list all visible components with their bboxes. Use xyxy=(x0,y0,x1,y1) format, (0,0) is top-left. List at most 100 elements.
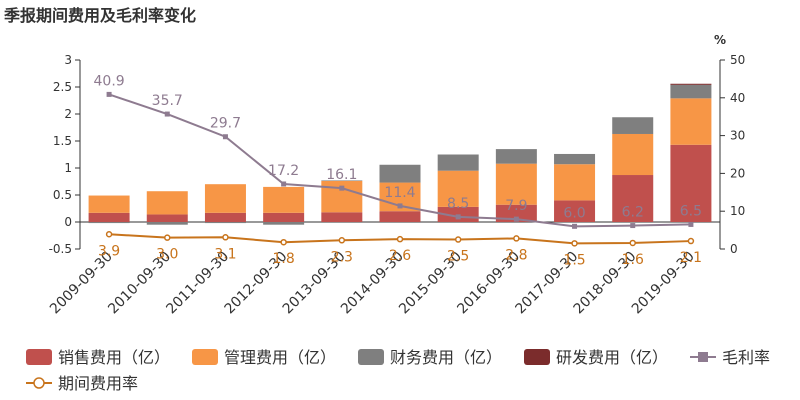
line-point xyxy=(629,239,636,247)
legend-marker xyxy=(698,352,708,362)
data-label: 40.9 xyxy=(94,73,125,89)
data-label: 16.1 xyxy=(326,167,357,183)
y-left-tick-label: 2.5 xyxy=(53,80,72,94)
bar-segment xyxy=(437,170,479,207)
y-left-tick-label: 2 xyxy=(64,107,72,121)
data-label: 2.6 xyxy=(389,248,411,264)
chart-title: 季报期间费用及毛利率变化 xyxy=(4,6,197,25)
data-label: 2.8 xyxy=(505,247,527,263)
data-label: 1.8 xyxy=(273,251,295,267)
y-right-unit-label: % xyxy=(714,33,726,47)
bar-segment xyxy=(495,204,537,222)
y-left-tick-label: 3 xyxy=(64,53,72,67)
data-label: 2.1 xyxy=(680,250,702,266)
y-left-tick-label: 1.5 xyxy=(53,134,72,148)
data-label: 2.3 xyxy=(331,249,353,265)
line-point xyxy=(397,203,403,209)
bar-segment xyxy=(612,117,654,134)
y-right-tick-label: 40 xyxy=(730,91,745,105)
y-left-tick-label: 0 xyxy=(64,215,72,229)
line-point xyxy=(338,237,346,244)
bar-segment xyxy=(670,144,712,222)
data-label: 3.9 xyxy=(98,243,120,259)
data-label: 2.5 xyxy=(447,249,469,265)
line-point xyxy=(688,221,694,227)
line-point xyxy=(455,214,461,220)
legend-label: 销售费用（亿） xyxy=(58,348,170,367)
y-right-tick-label: 20 xyxy=(730,166,745,180)
bar-segment xyxy=(263,186,305,213)
bar-segment xyxy=(612,175,654,222)
line-point xyxy=(222,234,229,241)
bar-segment xyxy=(88,212,130,222)
line-point xyxy=(513,216,519,222)
data-label: 1.5 xyxy=(563,252,585,268)
bar-segment xyxy=(146,222,188,225)
bar-segment xyxy=(437,154,479,171)
data-label: 7.9 xyxy=(505,198,527,214)
data-label: 6.2 xyxy=(622,205,644,221)
bar-segment xyxy=(495,163,537,205)
line-point xyxy=(630,223,636,229)
data-label: 6.5 xyxy=(680,203,702,219)
bar-segment xyxy=(204,212,246,222)
data-label: 11.4 xyxy=(384,185,415,201)
y-right-tick-label: 10 xyxy=(730,204,745,218)
line-point xyxy=(396,235,404,243)
line-point xyxy=(572,223,578,229)
data-label: 29.7 xyxy=(210,116,241,132)
bar-segment xyxy=(146,191,188,215)
bar-segment xyxy=(204,222,246,224)
bar-segment xyxy=(321,212,363,222)
legend-swatch xyxy=(524,349,550,365)
bar-segment xyxy=(554,200,596,222)
bar-segment xyxy=(612,133,654,176)
legend-label: 研发费用（亿） xyxy=(556,348,668,367)
bar-segment xyxy=(146,214,188,222)
line-point xyxy=(571,240,578,247)
legend-label: 毛利率 xyxy=(722,348,770,367)
legend-swatch xyxy=(192,349,218,365)
line-point xyxy=(164,234,171,241)
bar-segment xyxy=(670,98,712,145)
bar-segment xyxy=(204,184,246,213)
line-point xyxy=(513,235,520,242)
line-point xyxy=(280,238,287,246)
data-label: 1.6 xyxy=(622,252,644,268)
line-point xyxy=(105,231,113,238)
legend-label: 财务费用（亿） xyxy=(390,348,502,367)
bar-segment xyxy=(379,211,421,222)
line-point xyxy=(164,111,170,117)
y-right-tick-label: 0 xyxy=(730,242,738,256)
bar-segment xyxy=(670,84,712,99)
line-point xyxy=(687,237,695,245)
bar-segment xyxy=(321,180,363,181)
bar-segment xyxy=(554,153,596,165)
legend-label: 管理费用（亿） xyxy=(224,348,336,367)
bar-segment xyxy=(554,164,596,201)
bar-segment xyxy=(263,212,305,222)
line-point xyxy=(222,134,228,140)
legend-swatch xyxy=(26,349,52,365)
data-label: 3.1 xyxy=(214,246,236,262)
y-left-tick-label: 0.5 xyxy=(53,188,72,202)
data-label: 35.7 xyxy=(152,93,183,109)
bar-segment xyxy=(88,195,130,213)
bar-segment xyxy=(379,164,421,183)
line-point xyxy=(339,185,345,191)
bar-segment xyxy=(88,222,130,224)
legend-swatch xyxy=(358,349,384,365)
line-point xyxy=(281,181,287,187)
bar-segment xyxy=(495,149,537,164)
legend-label: 期间费用率 xyxy=(58,374,138,393)
legend-marker xyxy=(33,377,45,389)
y-right-tick-label: 30 xyxy=(730,129,745,143)
line-point xyxy=(106,91,112,97)
bar-segment xyxy=(670,83,712,85)
y-left-tick-label: 1 xyxy=(64,161,72,175)
data-label: 17.2 xyxy=(268,163,299,179)
y-right-tick-label: 50 xyxy=(730,53,745,67)
data-label: 8.5 xyxy=(447,196,469,212)
bar-segment xyxy=(263,222,305,225)
